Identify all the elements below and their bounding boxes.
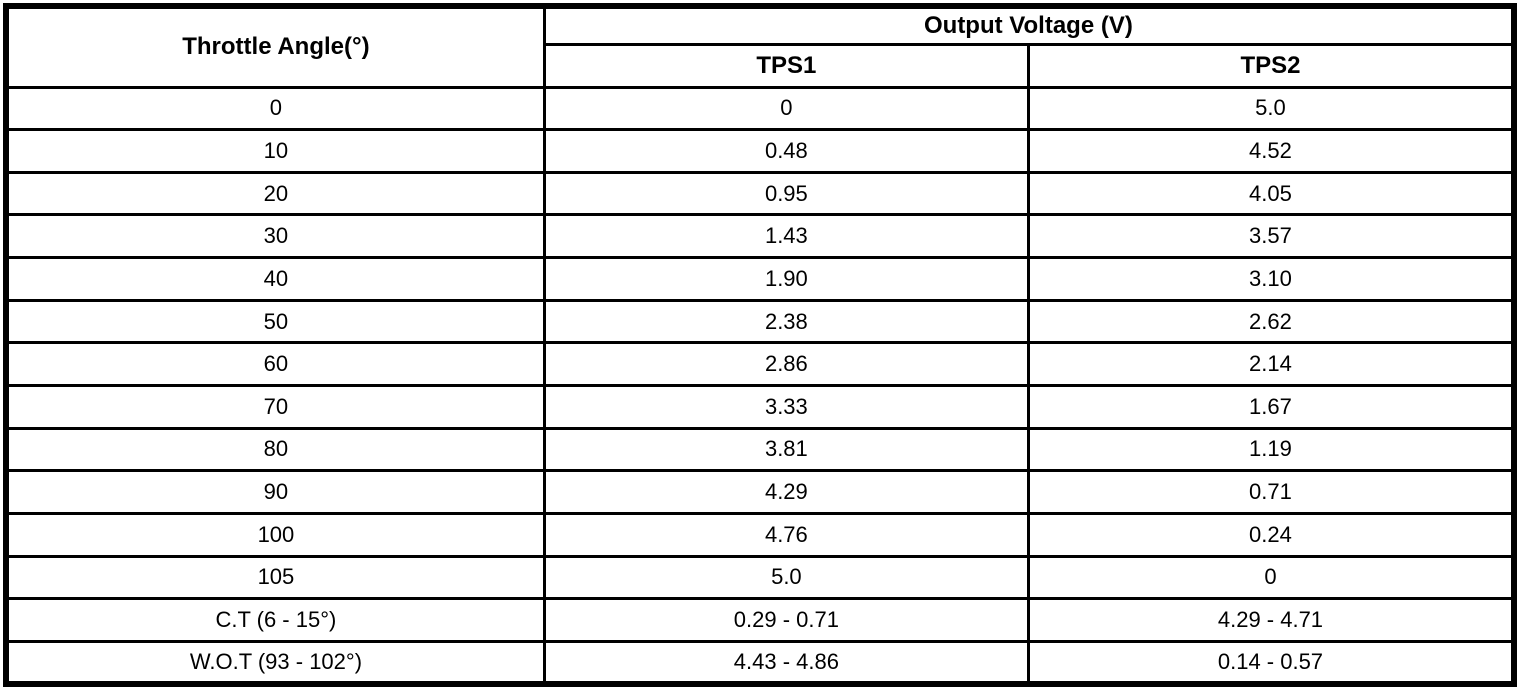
angle-cell: 80 (4, 426, 546, 473)
tps2-cell: 3.57 (1026, 213, 1516, 260)
tps2-cell: 5.0 (1026, 85, 1516, 132)
tps2-cell: 2.62 (1026, 298, 1516, 345)
angle-cell: W.O.T (93 - 102°) (4, 639, 546, 686)
angle-cell: 100 (4, 511, 546, 558)
tps2-cell: 1.67 (1026, 383, 1516, 430)
table-row: 105 5.0 0 (4, 554, 1516, 601)
tps2-cell: 2.14 (1026, 341, 1516, 387)
angle-cell: 105 (4, 554, 546, 601)
table-row: 30 1.43 3.57 (4, 213, 1516, 260)
tps1-cell: 2.86 (542, 341, 1030, 387)
header-throttle-angle: Throttle Angle(°) (4, 4, 546, 89)
tps2-cell: 4.29 - 4.71 (1026, 597, 1516, 643)
table-row: 100 4.76 0.24 (4, 511, 1516, 558)
tps2-cell: 0.71 (1026, 469, 1516, 515)
tps1-cell: 5.0 (542, 554, 1030, 601)
header-output-voltage: Output Voltage (V) (542, 4, 1516, 45)
tps1-cell: 2.38 (542, 298, 1030, 345)
table-row: 40 1.90 3.10 (4, 256, 1516, 302)
table-row-wide-open-throttle: W.O.T (93 - 102°) 4.43 - 4.86 0.14 - 0.5… (4, 639, 1516, 686)
table-row: 60 2.86 2.14 (4, 341, 1516, 387)
tps2-cell: 3.10 (1026, 256, 1516, 302)
tps1-cell: 0.29 - 0.71 (542, 597, 1030, 643)
angle-cell: 10 (4, 128, 546, 174)
tps2-cell: 1.19 (1026, 426, 1516, 473)
angle-cell: 70 (4, 383, 546, 430)
tps1-cell: 3.33 (542, 383, 1030, 430)
angle-cell: 30 (4, 213, 546, 260)
header-tps2: TPS2 (1026, 42, 1516, 89)
angle-cell: 60 (4, 341, 546, 387)
angle-cell: 40 (4, 256, 546, 302)
header-row-group: Throttle Angle(°) Output Voltage (V) (4, 4, 1516, 89)
tps1-cell: 0 (542, 85, 1030, 132)
angle-cell: C.T (6 - 15°) (4, 597, 546, 643)
table-row: 0 0 5.0 (4, 85, 1516, 132)
tps2-cell: 0 (1026, 554, 1516, 601)
header-tps1: TPS1 (542, 42, 1030, 89)
tps1-cell: 4.76 (542, 511, 1030, 558)
tps-output-voltage-table: Throttle Angle(°) Output Voltage (V) TPS… (3, 3, 1517, 687)
tps1-cell: 3.81 (542, 426, 1030, 473)
header-row-sub: TPS1 TPS2 (6, 42, 1516, 89)
tps1-cell: 1.90 (542, 256, 1030, 302)
tps2-cell: 4.05 (1026, 170, 1516, 217)
tps1-cell: 4.43 - 4.86 (542, 639, 1030, 686)
tps1-cell: 0.95 (542, 170, 1030, 217)
angle-cell: 50 (4, 298, 546, 345)
tps2-cell: 0.14 - 0.57 (1026, 639, 1516, 686)
table-row: 10 0.48 4.52 (4, 128, 1516, 174)
table-row: 90 4.29 0.71 (4, 469, 1516, 515)
table-row: 20 0.95 4.05 (4, 170, 1516, 217)
table-row: 80 3.81 1.19 (4, 426, 1516, 473)
angle-cell: 20 (4, 170, 546, 217)
tps2-cell: 4.52 (1026, 128, 1516, 174)
tps2-cell: 0.24 (1026, 511, 1516, 558)
table-row: 70 3.33 1.67 (4, 383, 1516, 430)
tps1-cell: 1.43 (542, 213, 1030, 260)
tps1-cell: 0.48 (542, 128, 1030, 174)
table-row: 50 2.38 2.62 (4, 298, 1516, 345)
angle-cell: 90 (4, 469, 546, 515)
angle-cell: 0 (4, 85, 546, 132)
tps1-cell: 4.29 (542, 469, 1030, 515)
table-row-closed-throttle: C.T (6 - 15°) 0.29 - 0.71 4.29 - 4.71 (4, 597, 1516, 643)
